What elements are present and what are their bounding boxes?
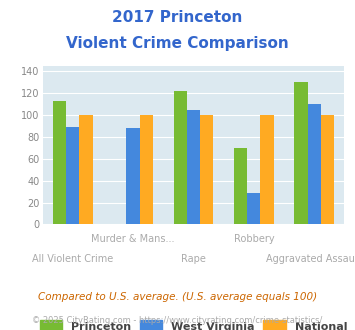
Text: Rape: Rape	[181, 254, 206, 264]
Bar	[66, 127, 80, 224]
Text: Compared to U.S. average. (U.S. average equals 100): Compared to U.S. average. (U.S. average …	[38, 292, 317, 302]
Text: Robbery: Robbery	[234, 234, 274, 244]
Bar	[187, 110, 200, 224]
Text: © 2025 CityRating.com - https://www.cityrating.com/crime-statistics/: © 2025 CityRating.com - https://www.city…	[32, 315, 323, 325]
Bar	[321, 115, 334, 224]
Text: Violent Crime Comparison: Violent Crime Comparison	[66, 36, 289, 51]
Bar	[234, 148, 247, 224]
Bar	[307, 104, 321, 224]
Bar	[261, 115, 274, 224]
Text: 2017 Princeton: 2017 Princeton	[112, 10, 243, 25]
Bar	[174, 91, 187, 224]
Bar	[80, 115, 93, 224]
Bar	[247, 193, 261, 224]
Text: Murder & Mans...: Murder & Mans...	[91, 234, 175, 244]
Legend: Princeton, West Virginia, National: Princeton, West Virginia, National	[37, 317, 350, 330]
Bar	[200, 115, 213, 224]
Bar	[126, 128, 140, 224]
Bar	[53, 101, 66, 224]
Bar	[294, 82, 307, 224]
Text: All Violent Crime: All Violent Crime	[32, 254, 113, 264]
Bar	[140, 115, 153, 224]
Text: Aggravated Assault: Aggravated Assault	[266, 254, 355, 264]
